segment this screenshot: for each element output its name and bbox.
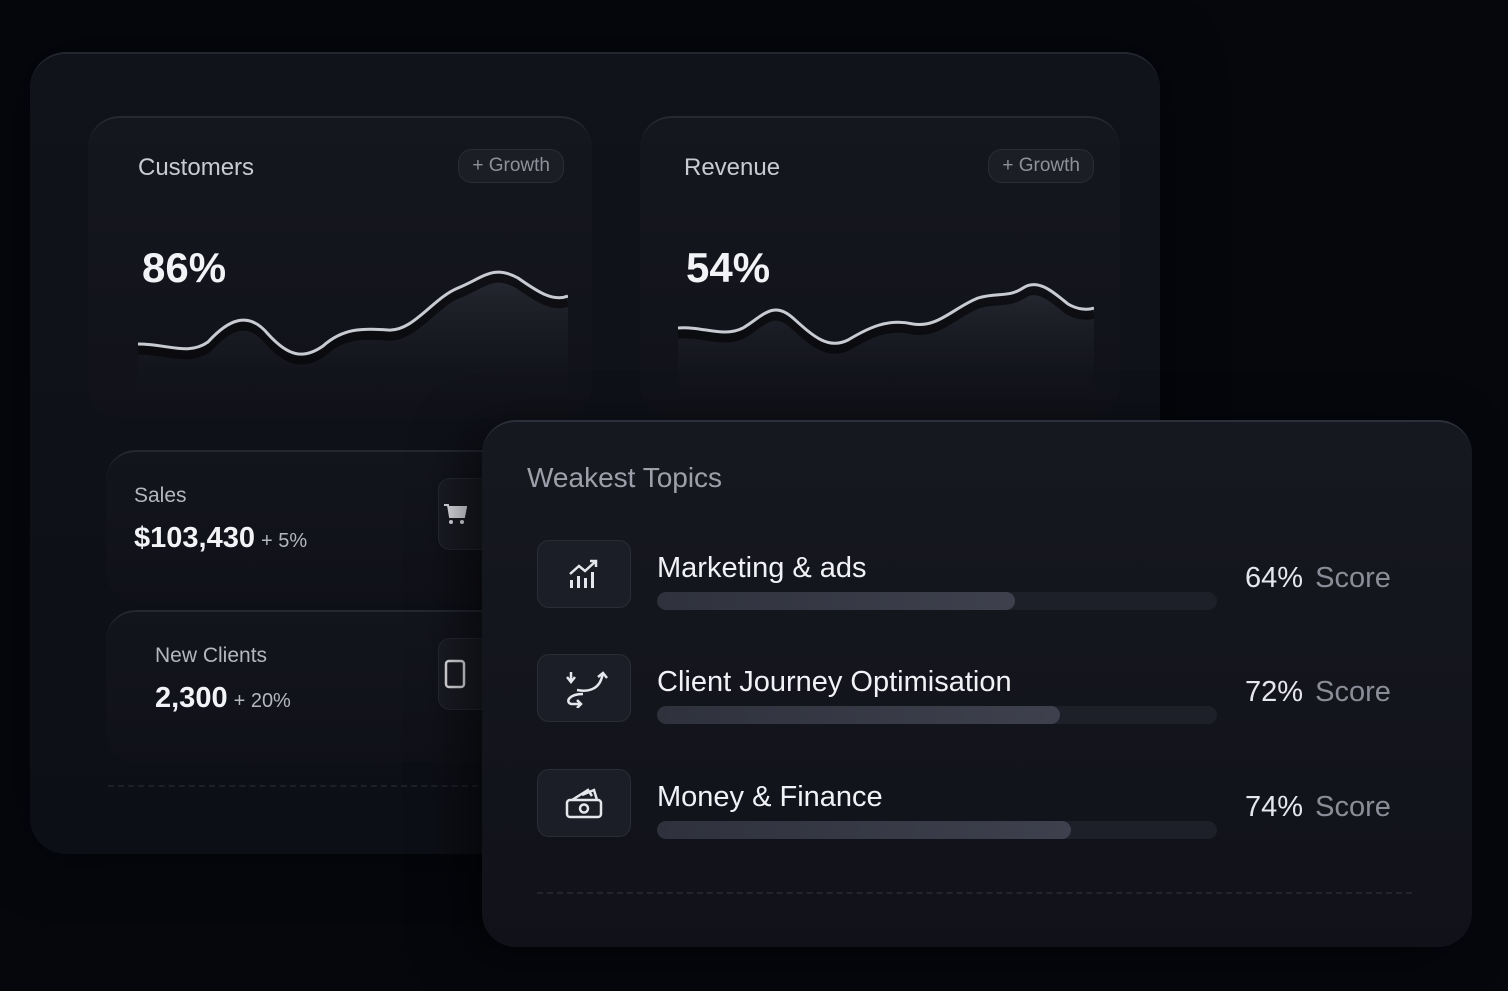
weakest-topics-title: Weakest Topics — [527, 462, 723, 493]
topic-progress-fill — [657, 592, 1016, 610]
divider-dashed — [537, 892, 1412, 894]
topic-score: 72% Score — [1245, 676, 1391, 709]
sales-label: Sales — [134, 484, 187, 507]
revenue-sparkline — [678, 283, 1094, 398]
new-clients-delta: + 20% — [233, 690, 291, 712]
topic-score-label: Score — [1315, 791, 1391, 823]
topic-row-client-journey[interactable]: Client Journey Optimisation 72% Score — [537, 654, 1417, 724]
sales-delta: + 5% — [260, 530, 308, 552]
topic-progress-fill — [657, 821, 1072, 839]
route-icon — [537, 654, 631, 722]
topic-score: 74% Score — [1245, 791, 1391, 824]
topic-row-money-finance[interactable]: Money & Finance 74% Score — [537, 769, 1417, 839]
sales-value: $103,430 + 5% — [134, 522, 307, 555]
sales-amount: $103,430 — [134, 522, 255, 554]
customers-sparkline-line — [138, 273, 568, 365]
topic-score-label: Score — [1315, 676, 1391, 708]
topic-score: 64% Score — [1245, 562, 1391, 595]
topic-name: Client Journey Optimisation — [657, 666, 1012, 698]
topic-row-marketing[interactable]: Marketing & ads 64% Score — [537, 540, 1417, 610]
topic-progress-bar — [657, 821, 1217, 839]
topic-score-label: Score — [1315, 562, 1391, 594]
new-clients-label: New Clients — [155, 644, 268, 667]
new-clients-card[interactable]: New Clients 2,300 + 20% — [106, 610, 526, 762]
topic-progress-fill — [657, 706, 1061, 724]
topic-name: Money & Finance — [657, 781, 883, 813]
revenue-growth-badge[interactable]: + Growth — [988, 149, 1094, 183]
customers-card[interactable]: Customers + Growth 86% — [88, 116, 592, 418]
money-icon — [537, 769, 631, 837]
chart-growth-icon — [537, 540, 631, 608]
new-clients-amount: 2,300 — [155, 682, 228, 714]
customers-growth-badge[interactable]: + Growth — [458, 149, 564, 183]
revenue-sparkline-line — [678, 283, 1094, 345]
sales-card[interactable]: Sales $103,430 + 5% — [106, 450, 526, 602]
topic-progress-bar — [657, 706, 1217, 724]
new-clients-value: 2,300 + 20% — [155, 682, 291, 715]
topic-score-value: 74% — [1245, 791, 1304, 823]
topic-score-value: 64% — [1245, 562, 1304, 594]
customers-value: 86% — [142, 244, 227, 291]
topic-progress-bar — [657, 592, 1217, 610]
revenue-sparkline-area — [678, 284, 1094, 398]
revenue-title: Revenue — [684, 154, 781, 181]
divider-dashed — [108, 785, 488, 787]
topic-score-value: 72% — [1245, 676, 1304, 708]
customers-title: Customers — [138, 154, 255, 181]
customers-sparkline — [138, 270, 568, 398]
revenue-card[interactable]: Revenue + Growth 54% — [640, 116, 1120, 418]
topic-name: Marketing & ads — [657, 552, 867, 584]
weakest-topics-panel: Weakest Topics Marketing & ads 64% Score — [482, 420, 1472, 947]
revenue-value: 54% — [686, 244, 771, 291]
